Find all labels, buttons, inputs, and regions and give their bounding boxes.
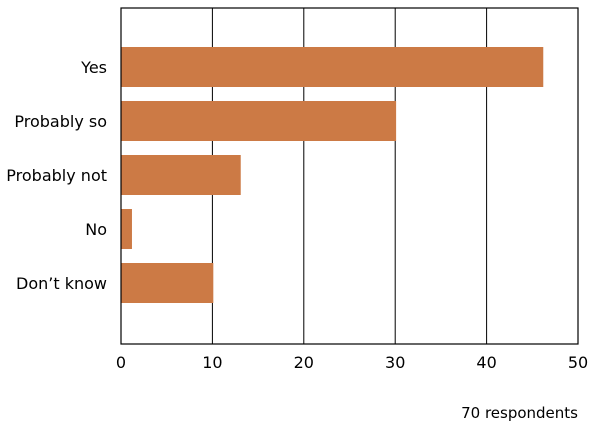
x-tick-label-30: 30 [385,353,405,372]
category-label-3: No [85,220,107,239]
bar-0 [121,47,544,87]
axes [120,7,579,345]
category-label-2: Probably not [6,166,107,185]
x-tick-labels: 0 10 20 30 40 50 [116,353,588,372]
category-label-4: Don’t know [16,274,107,293]
bar-3 [121,209,132,249]
x-tick-label-50: 50 [568,353,588,372]
x-tick-label-10: 10 [202,353,222,372]
bars [121,47,544,303]
category-labels: Yes Probably so Probably not No Don’t know [6,58,107,293]
bar-2 [121,155,241,195]
x-tick-label-20: 20 [294,353,314,372]
bar-4 [121,263,214,303]
x-tick-label-40: 40 [476,353,496,372]
category-label-0: Yes [80,58,107,77]
x-tick-label-0: 0 [116,353,126,372]
category-label-1: Probably so [14,112,107,131]
plot-frame [120,7,579,345]
bar-1 [121,101,397,141]
respondents-note: 70 respondents [461,404,578,422]
